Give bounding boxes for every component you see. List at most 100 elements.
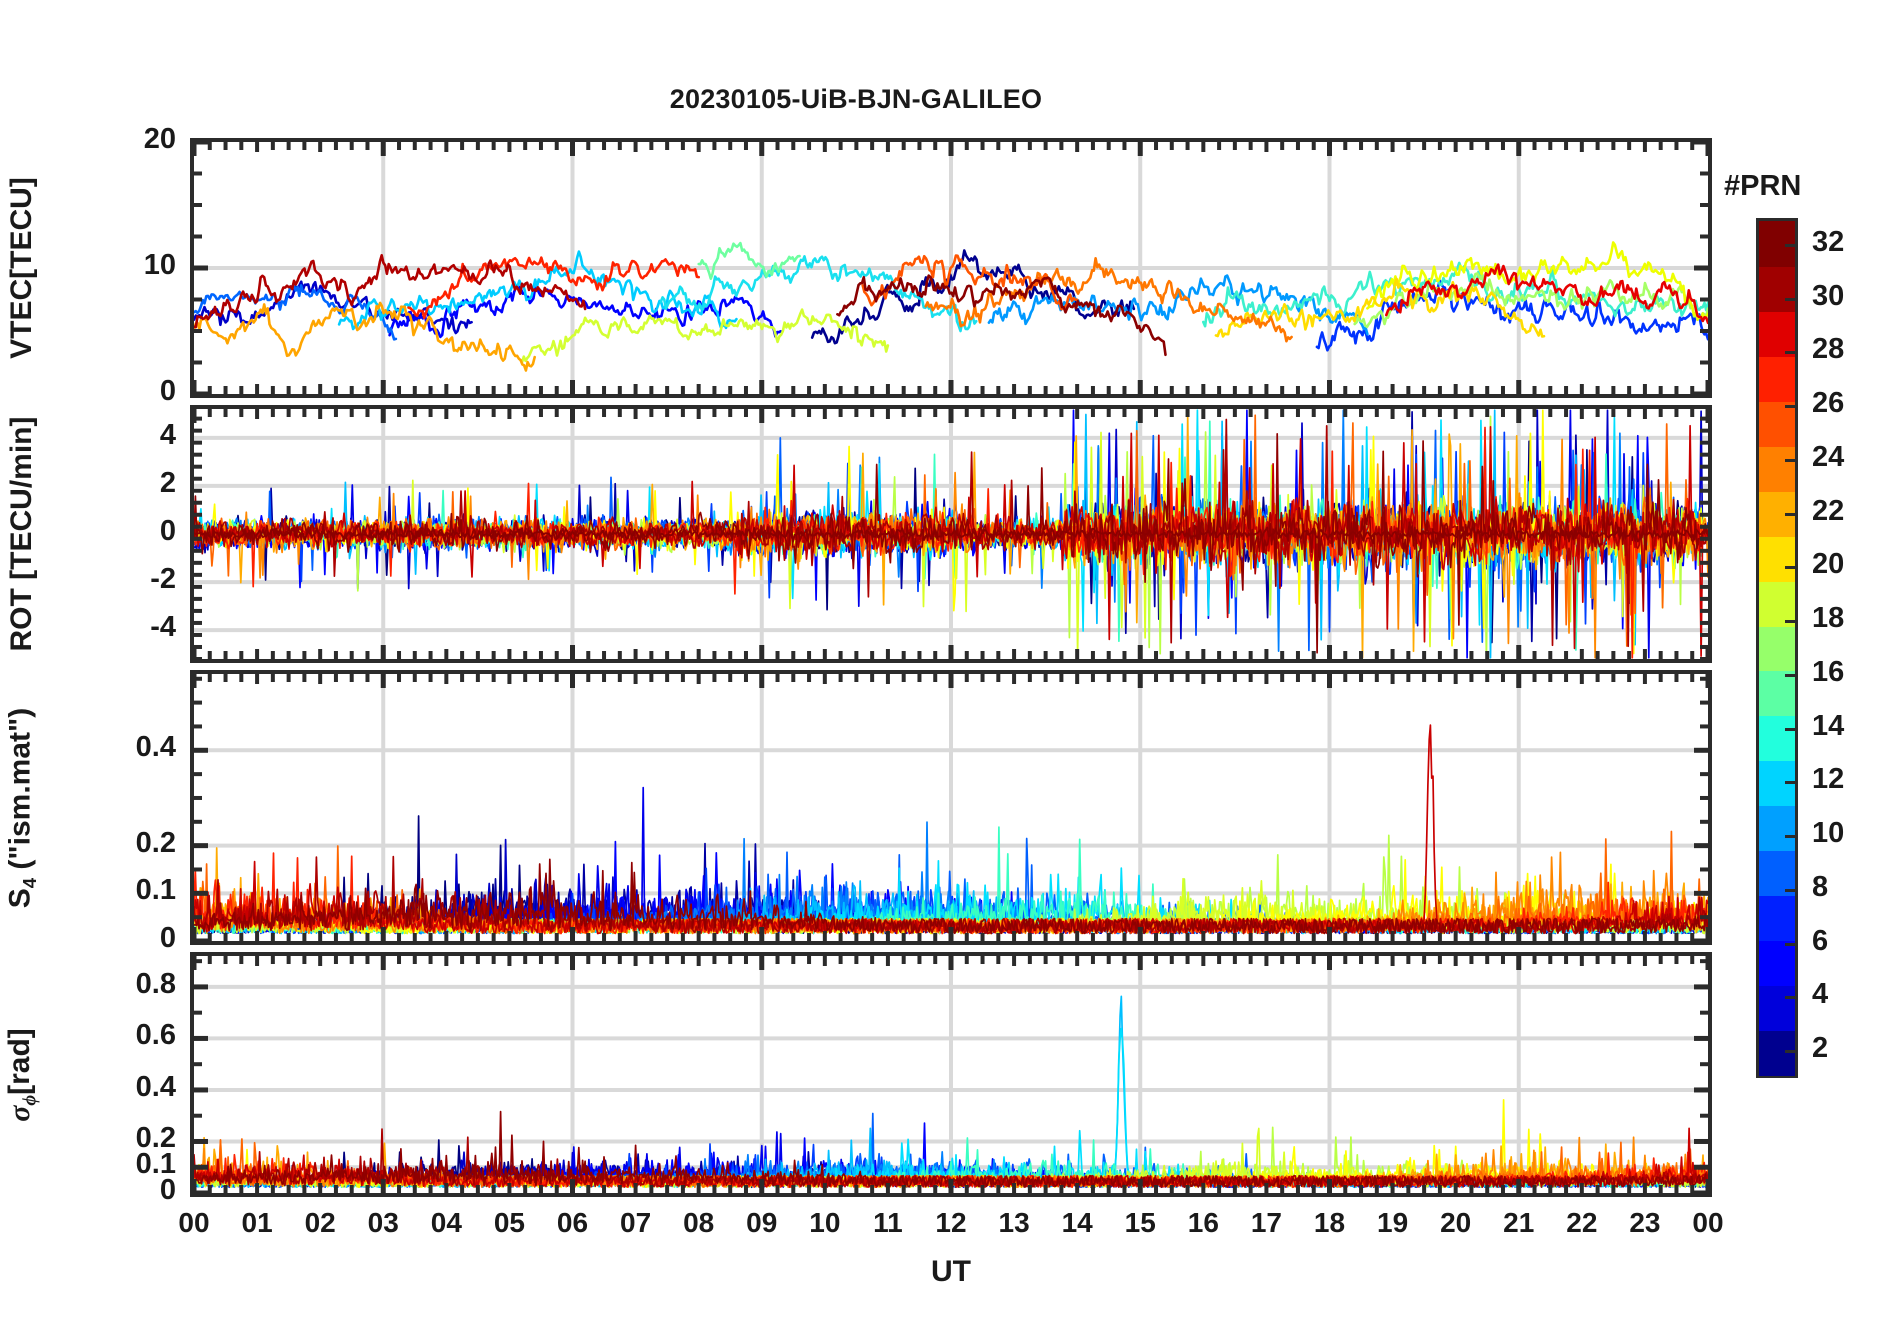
panel-s4-ylabel: S4 ("ism.mat") [3, 707, 41, 908]
y-tick-label: 0.1 [135, 1148, 176, 1181]
colorbar-swatch [1759, 580, 1795, 627]
colorbar-swatch [1759, 895, 1795, 942]
colorbar-tick [1785, 566, 1797, 570]
panel-sigma-phi-ylabel: σϕ[rad] [3, 1028, 42, 1122]
y-tick-label: 0.2 [135, 826, 176, 859]
x-tick-label: 15 [1124, 1207, 1156, 1238]
s4-units: ("ism.mat") [3, 707, 37, 878]
axis-ticks [194, 142, 1708, 394]
y-tick-label: -4 [150, 611, 176, 644]
y-tick-label: 0.4 [135, 1070, 176, 1103]
data-trace [194, 280, 473, 335]
data-trace [836, 274, 1167, 357]
data-trace [194, 284, 398, 341]
data-trace [520, 308, 890, 364]
colorbar-swatch [1759, 805, 1795, 852]
x-tick-label: 23 [1629, 1207, 1661, 1238]
data-trace [987, 274, 1369, 336]
x-tick-label: 13 [998, 1207, 1030, 1238]
colorbar-tick [1785, 781, 1797, 785]
colorbar-tick-label: 32 [1812, 225, 1845, 258]
phi-subscript: ϕ [19, 1094, 41, 1106]
colorbar-swatch [1759, 940, 1795, 987]
x-tick-label: 00 [178, 1207, 210, 1238]
panel-vtec-ylabel: VTEC[TECU] [5, 177, 38, 359]
data-trace [810, 249, 1136, 345]
colorbar-tick-label: 18 [1812, 602, 1845, 635]
colorbar-tick-label: 24 [1812, 440, 1845, 473]
colorbar-tick [1785, 996, 1797, 1000]
x-tick-label: 10 [809, 1207, 841, 1238]
axis-ticks [194, 409, 1708, 659]
colorbar-title: #PRN [1724, 170, 1802, 202]
colorbar-tick-label: 26 [1812, 387, 1845, 420]
x-tick-label: 02 [304, 1207, 336, 1238]
colorbar-swatch [1759, 535, 1795, 582]
data-traces [194, 409, 1708, 659]
data-trace [407, 256, 701, 320]
colorbar-tick-label: 28 [1812, 333, 1845, 366]
sigma-phi-units: [rad] [2, 1027, 36, 1095]
y-tick-label: 0 [159, 1174, 176, 1206]
data-traces [194, 724, 1708, 935]
x-tick-label: 09 [746, 1207, 778, 1238]
data-trace [924, 257, 1293, 343]
colorbar-swatch [1759, 355, 1795, 402]
data-trace [388, 284, 783, 339]
x-tick-label: 17 [1250, 1207, 1282, 1238]
grid-lines [194, 674, 1708, 941]
colorbar-tick [1785, 458, 1797, 462]
colorbar-tick-label: 20 [1812, 548, 1845, 581]
colorbar-swatch [1759, 850, 1795, 897]
colorbar-tick-label: 30 [1812, 279, 1845, 312]
colorbar-swatch [1759, 265, 1795, 312]
panel-sigma-phi [190, 952, 1712, 1197]
data-trace [1385, 263, 1708, 325]
data-trace [337, 250, 738, 331]
x-tick-label: 19 [1377, 1207, 1409, 1238]
y-tick-label: 0 [159, 922, 176, 954]
x-tick-label: 00 [1692, 1207, 1724, 1238]
colorbar-tick [1785, 888, 1797, 892]
colorbar-tick-label: 12 [1812, 763, 1845, 796]
y-tick-label: 0 [159, 375, 176, 407]
colorbar-swatch [1759, 670, 1795, 717]
x-tick-label: 14 [1061, 1207, 1093, 1238]
data-trace [697, 241, 801, 280]
colorbar-tick [1785, 1050, 1797, 1054]
colorbar-swatch [1759, 715, 1795, 762]
colorbar[interactable] [1756, 218, 1798, 1078]
colorbar-swatch [1759, 445, 1795, 492]
colorbar-tick [1785, 727, 1797, 731]
x-tick-label: 04 [430, 1207, 462, 1238]
x-tick-label: 05 [493, 1207, 525, 1238]
x-tick-label: 12 [935, 1207, 967, 1238]
data-trace [1366, 241, 1708, 322]
colorbar-tick [1785, 512, 1797, 516]
y-tick-label: 0.6 [135, 1019, 176, 1052]
colorbar-swatch [1759, 400, 1795, 447]
colorbar-tick [1785, 835, 1797, 839]
data-trace [194, 526, 1708, 545]
colorbar-tick [1785, 673, 1797, 677]
colorbar-tick [1785, 243, 1797, 247]
colorbar-tick-label: 10 [1812, 817, 1845, 850]
x-tick-label: 01 [241, 1207, 273, 1238]
s4-subscript: 4 [18, 877, 40, 888]
colorbar-tick [1785, 297, 1797, 301]
x-tick-label: 03 [367, 1207, 399, 1238]
y-tick-label: 0.2 [135, 1122, 176, 1155]
x-tick-label: 08 [683, 1207, 715, 1238]
panel-rot [190, 405, 1712, 663]
data-trace [194, 254, 587, 329]
data-trace [659, 255, 978, 333]
y-tick-label: -2 [150, 563, 176, 596]
x-tick-label: 20 [1440, 1207, 1472, 1238]
colorbar-tick [1785, 351, 1797, 355]
colorbar-tick-label: 8 [1812, 870, 1829, 903]
y-tick-label: 0.8 [135, 967, 176, 1000]
y-tick-label: 4 [159, 418, 176, 451]
colorbar-swatch [1759, 625, 1795, 672]
panel-rot-ylabel: ROT [TECU/min] [5, 416, 38, 652]
